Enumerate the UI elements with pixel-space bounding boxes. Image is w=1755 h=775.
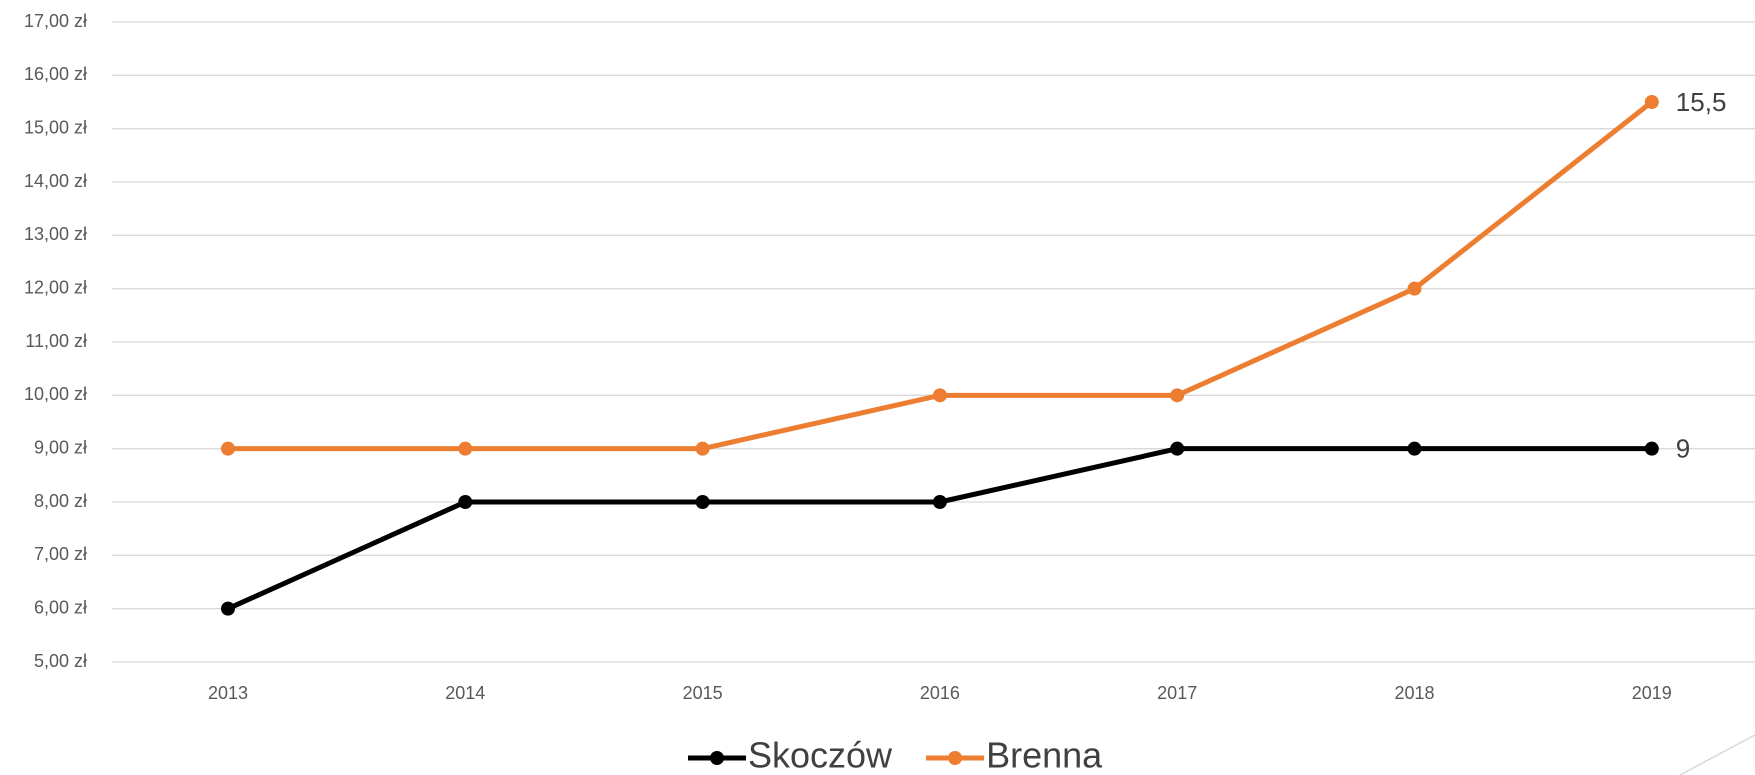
x-tick-label: 2017 [1157,683,1197,703]
y-tick-label: 17,00 zł [24,11,87,31]
x-tick-label: 2015 [683,683,723,703]
point [458,441,473,456]
y-tick-label: 7,00 zł [34,544,87,564]
point [1407,441,1422,456]
point [695,441,710,456]
y-tick-label: 14,00 zł [24,171,87,191]
x-tick-label: 2016 [920,683,960,703]
point [221,441,235,456]
y-tick-label: 6,00 zł [34,597,87,617]
point [221,601,235,616]
x-tick-label: 2018 [1394,683,1434,703]
y-tick-label: 9,00 zł [34,437,87,457]
point [1644,441,1659,456]
y-tick-label: 15,00 zł [24,117,87,137]
decoration [1679,734,1755,775]
x-tick-label: 2014 [445,683,485,703]
y-tick-label: 11,00 zł [25,331,87,351]
x-tick-label: 2013 [208,683,248,703]
y-tick-label: 8,00 zł [34,491,87,511]
y-tick-label: 5,00 zł [34,651,87,671]
y-tick-label: 16,00 zł [24,64,87,84]
legend-label: Skoczów [748,735,893,775]
point [932,495,947,509]
data-label: 9 [1676,434,1690,464]
point [1407,281,1422,296]
y-tick-label: 13,00 zł [24,224,87,244]
y-tick-label: 10,00 zł [24,384,87,404]
y-tick-label: 12,00 zł [24,277,87,297]
point [1644,95,1659,109]
point [1170,441,1185,456]
data-label: 15,5 [1676,87,1727,117]
legend-label: Brenna [986,735,1103,775]
x-tick-label: 2019 [1632,683,1672,703]
series-line [226,446,1652,611]
legend-marker [948,751,963,765]
point [695,495,710,509]
point [932,388,947,403]
legend-marker [710,751,724,765]
point [1170,388,1185,403]
point [458,495,473,509]
